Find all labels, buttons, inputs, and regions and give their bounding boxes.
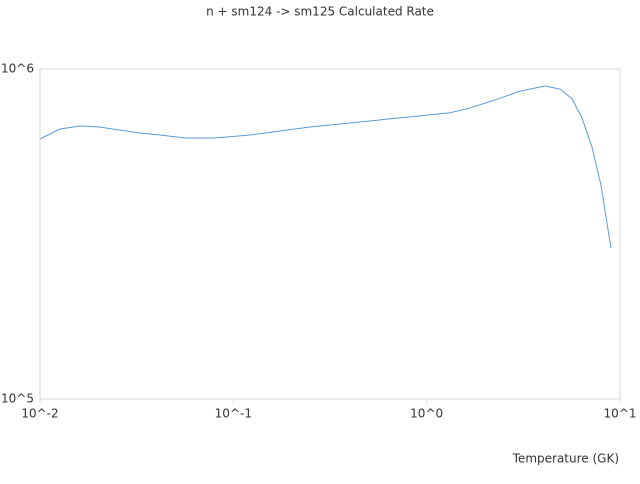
x-axis-title: Temperature (GK) [512,452,619,466]
x-tick-label: 10^1 [604,407,637,421]
line [39,85,612,248]
y-tick-label: 10^5 [1,392,34,406]
x-tick-label: 10^-2 [21,407,58,421]
y-tick-label: 10^6 [1,62,34,76]
x-tick-label: 10^0 [410,407,443,421]
chart-title: n + sm124 -> sm125 Calculated Rate [206,5,434,19]
x-tick-label: 10^-1 [215,407,252,421]
